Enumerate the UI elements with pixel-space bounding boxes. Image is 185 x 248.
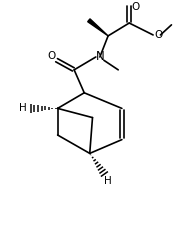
- Text: H: H: [19, 103, 27, 113]
- Polygon shape: [88, 19, 108, 36]
- Text: O: O: [47, 51, 56, 61]
- Text: H: H: [104, 176, 112, 186]
- Text: O: O: [154, 30, 162, 40]
- Text: N: N: [95, 51, 104, 63]
- Text: O: O: [132, 2, 140, 12]
